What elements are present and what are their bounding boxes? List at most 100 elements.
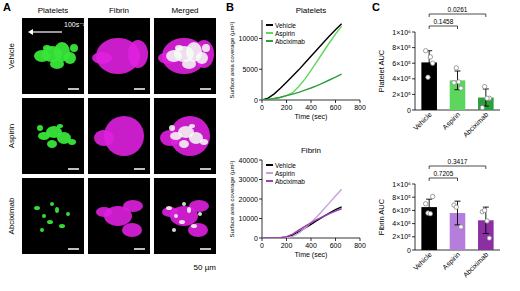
platelet-blob (37, 125, 43, 131)
y-tick (259, 238, 262, 239)
row-label: Abciximab (7, 197, 16, 234)
y-axis (262, 20, 263, 100)
x-tick-label: Abciximab (462, 111, 490, 139)
y-tick (412, 78, 415, 79)
error-cap (455, 71, 461, 72)
fibrin-blob (123, 200, 143, 212)
platelet-blob (57, 124, 63, 128)
scale-label: 50 µm (194, 263, 217, 272)
micrograph (154, 18, 216, 94)
error-bar (483, 89, 489, 106)
data-point (452, 81, 456, 85)
platelet-blob (182, 59, 196, 69)
data-point (428, 55, 432, 59)
data-point (485, 96, 489, 100)
y-tick-label: 0 (407, 247, 411, 254)
column-header: Merged (171, 6, 198, 15)
fibrin-blob (188, 223, 208, 237)
y-axis (415, 32, 416, 110)
error-bar (426, 199, 432, 215)
panel-label: A (3, 1, 11, 13)
legend-label: Aspirin (275, 30, 295, 38)
platelet-blob (187, 207, 191, 213)
x-tick (311, 238, 312, 241)
platelet-blob (169, 125, 175, 131)
line-chart: Platelets05000100000200400600800Time (se… (229, 6, 366, 121)
data-point (454, 205, 458, 209)
comparison-bracket (429, 26, 457, 29)
y-tick (259, 160, 262, 161)
platelet-blob (59, 224, 65, 228)
platelet-blob (196, 52, 208, 64)
bar-chart: 02×10⁵4×10⁵6×10⁵8×10⁵1×10⁶Platelet AUCVe… (377, 6, 500, 139)
scale-bar (134, 248, 145, 250)
data-point (426, 75, 430, 79)
y-tick-label: 8×10⁵ (392, 194, 411, 201)
scale-bar (68, 248, 79, 250)
micrograph (22, 178, 84, 254)
platelet-blob (189, 124, 195, 128)
data-point (457, 80, 461, 84)
x-axis-label: Time (sec) (295, 251, 328, 259)
figure: ABCPlateletsFibrinMergedVehicleAspirinAb… (0, 0, 520, 291)
comparison-bracket (429, 166, 486, 169)
series-line (262, 24, 342, 100)
y-tick-label: 4×10⁵ (392, 75, 411, 82)
x-tick (262, 238, 263, 241)
y-tick (412, 94, 415, 95)
plot-area (262, 24, 342, 100)
y-tick (412, 47, 415, 48)
legend-label: Vehicle (275, 22, 296, 29)
micrograph (88, 18, 150, 94)
fibrin-blob (96, 207, 112, 217)
y-tick-label: 0 (254, 235, 258, 242)
y-tick-label: 1×10⁶ (392, 29, 411, 36)
data-point (428, 212, 432, 216)
x-tick-label: 400 (305, 104, 317, 111)
y-tick (412, 63, 415, 64)
x-tick-label: Abciximab (462, 251, 490, 279)
chart-title: Fibrin (301, 146, 321, 155)
platelet-blob (50, 59, 64, 69)
p-value: 0.1458 (433, 18, 453, 25)
legend-swatch (266, 32, 273, 34)
error-cap (426, 74, 432, 75)
fibrin-blob (170, 116, 210, 156)
y-tick-label: 6×10⁵ (392, 60, 411, 67)
data-point (459, 86, 463, 90)
y-tick-label: 40000 (239, 157, 259, 164)
micrograph (88, 178, 150, 254)
y-tick-label: 2×10⁵ (392, 233, 411, 240)
x-tick-label: 0 (260, 104, 264, 111)
data-point (487, 236, 491, 240)
micrograph (154, 98, 216, 174)
x-tick (335, 100, 336, 103)
y-axis (415, 184, 416, 250)
plot-area (421, 194, 493, 250)
legend-label: Abciximab (275, 38, 305, 45)
y-tick-label: 1×10⁶ (392, 181, 411, 188)
y-tick-label: 0 (407, 107, 411, 114)
y-tick-label: 6×10⁵ (392, 207, 411, 214)
platelet-blob (68, 139, 76, 145)
x-tick (335, 238, 336, 241)
bar-chart: 02×10⁵4×10⁵6×10⁵8×10⁵1×10⁶Fibrin AUCVehi… (377, 158, 500, 279)
error-stem (429, 51, 430, 74)
micrograph (88, 98, 150, 174)
x-tick-label: 800 (354, 104, 366, 111)
legend-label: Aspirin (275, 170, 295, 178)
error-cap (483, 207, 489, 208)
platelet-blob (47, 220, 53, 224)
series-line (262, 207, 342, 238)
data-point (430, 61, 434, 65)
p-value: 0.3417 (448, 158, 468, 165)
fibrin-blob (128, 40, 148, 68)
y-tick-label: 20000 (239, 196, 259, 203)
legend-label: Vehicle (275, 162, 296, 169)
scale-bar (134, 168, 145, 170)
fibrin-blob (189, 200, 209, 212)
image-bg (22, 98, 84, 174)
image-bg (154, 98, 216, 174)
y-tick-label: 8×10⁵ (392, 44, 411, 51)
error-bar (483, 207, 489, 233)
